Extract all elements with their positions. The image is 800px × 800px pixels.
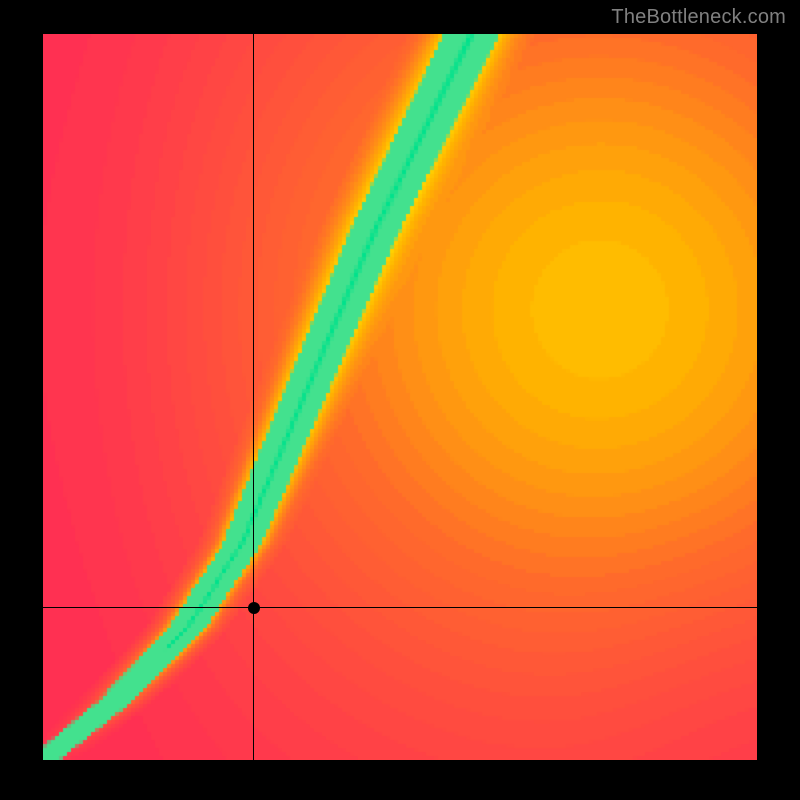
crosshair-horizontal-line — [43, 607, 757, 608]
crosshair-vertical-line — [253, 34, 254, 760]
crosshair-marker-dot — [248, 602, 260, 614]
chart-frame: TheBottleneck.com — [0, 0, 800, 800]
bottleneck-heatmap — [43, 34, 757, 760]
watermark-label: TheBottleneck.com — [611, 6, 786, 29]
